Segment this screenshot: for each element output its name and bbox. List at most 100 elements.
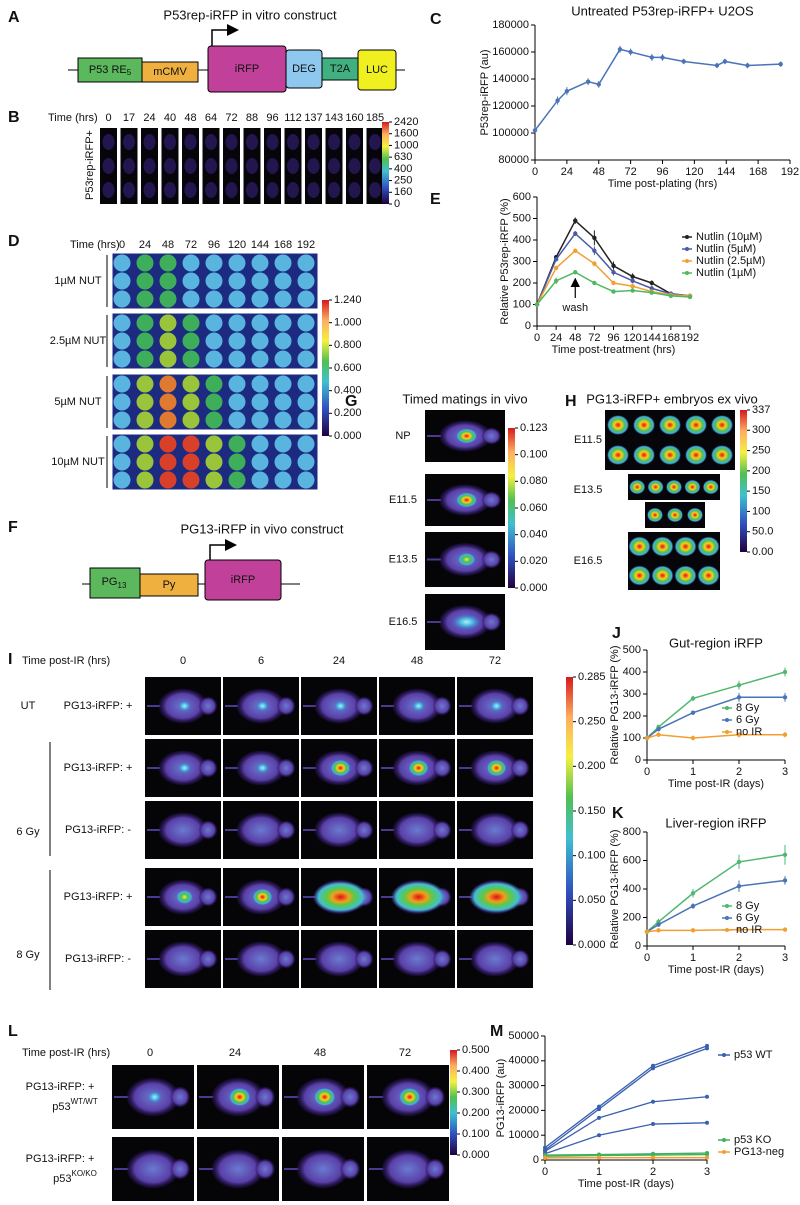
signal (123, 182, 135, 198)
row-label: NP (395, 430, 410, 442)
data-point (736, 859, 742, 865)
x-axis-label: Time post-IR (days) (668, 964, 764, 976)
well (136, 471, 154, 489)
data-point (736, 927, 742, 932)
embryo (674, 565, 697, 586)
data-point (651, 1122, 655, 1127)
embryo (647, 479, 664, 495)
construct-label-sub: 5 (127, 68, 132, 77)
mouse-head (198, 820, 218, 840)
signal (205, 182, 217, 198)
colorbar-label: 0.285 (578, 671, 606, 683)
well (274, 393, 292, 411)
row-label: p53WT/WT (52, 1097, 98, 1113)
well (159, 350, 177, 368)
signal (457, 552, 476, 567)
well (159, 254, 177, 272)
row-label: PG13-iRFP: + (64, 891, 133, 903)
colorbar-label: 0.080 (520, 475, 548, 487)
colorbar (322, 300, 329, 436)
signal (468, 880, 525, 914)
signal (312, 880, 369, 914)
mouse-head (276, 696, 296, 716)
series-line (544, 1096, 708, 1152)
well (113, 254, 131, 272)
signal (184, 158, 197, 174)
time-label: 72 (185, 239, 197, 251)
legend-label: 8 Gy (736, 900, 760, 912)
well (136, 332, 154, 350)
mouse-head (510, 696, 530, 716)
data-point (630, 278, 635, 284)
embryo (702, 479, 719, 495)
well (228, 290, 246, 308)
legend-marker (725, 928, 729, 932)
panel-letter: G (345, 393, 357, 410)
colorbar-label: 0.200 (578, 760, 606, 772)
well (182, 375, 200, 393)
group-label: 8 Gy (16, 949, 40, 961)
well (182, 314, 200, 332)
series-line (544, 1047, 708, 1151)
x-tick-label: 3 (704, 1166, 710, 1178)
x-axis-label: Time post-plating (hrs) (608, 178, 718, 190)
signal (369, 182, 381, 198)
well (274, 290, 292, 308)
well (159, 435, 177, 453)
colorbar (740, 410, 747, 552)
data-point (573, 218, 578, 223)
embryo (697, 536, 720, 557)
legend-marker (685, 247, 689, 251)
colorbar-label: 0 (394, 198, 400, 210)
mouse-body (158, 812, 208, 848)
data-point (592, 248, 597, 253)
colorbar-label: 337 (752, 404, 770, 416)
signal (287, 134, 299, 150)
signal (486, 759, 507, 777)
time-label: 137 (304, 112, 322, 124)
data-point (611, 263, 616, 268)
well (182, 453, 200, 471)
row-label: 5µM NUT (54, 396, 102, 408)
data-point (705, 1094, 709, 1099)
well (136, 350, 154, 368)
well (159, 272, 177, 290)
signal (266, 182, 279, 198)
time-label: 143 (325, 112, 343, 124)
embryo (629, 479, 646, 495)
data-point (553, 257, 559, 262)
x-tick-label: 2 (736, 952, 742, 964)
legend-label: 6 Gy (736, 714, 760, 726)
data-point (782, 669, 788, 675)
construct-label: T2A (330, 63, 351, 75)
legend-label: no IR (736, 726, 762, 738)
row-label: PG13-iRFP: + (26, 1081, 95, 1093)
row-label: P53rep-iRFP+ (84, 130, 96, 200)
x-axis-label: Time post-treatment (hrs) (552, 344, 676, 356)
mouse-head (276, 758, 296, 778)
signal (177, 700, 192, 712)
data-point (644, 929, 650, 934)
data-point (690, 735, 696, 741)
signal (252, 888, 273, 906)
colorbar-label: 0.150 (578, 805, 606, 817)
signal (255, 762, 270, 774)
mouse-head (432, 758, 452, 778)
y-axis-label: P53rep-iRFP (au) (479, 50, 491, 136)
well (113, 453, 131, 471)
construct-box (357, 49, 397, 91)
x-tick-label: 2 (650, 1166, 656, 1178)
time-label: Time (hrs) (70, 239, 120, 251)
time-label: 48 (162, 239, 174, 251)
row-label: PG13-iRFP: + (64, 700, 133, 712)
construct-label: mCMV (153, 66, 187, 78)
signal (313, 1087, 336, 1107)
well (274, 411, 292, 429)
well (251, 471, 269, 489)
well (159, 332, 177, 350)
row-label-sup: KO/KO (72, 1169, 97, 1178)
panel-letter: D (8, 233, 20, 250)
well (159, 290, 177, 308)
data-point (660, 55, 665, 60)
signal (408, 759, 429, 777)
